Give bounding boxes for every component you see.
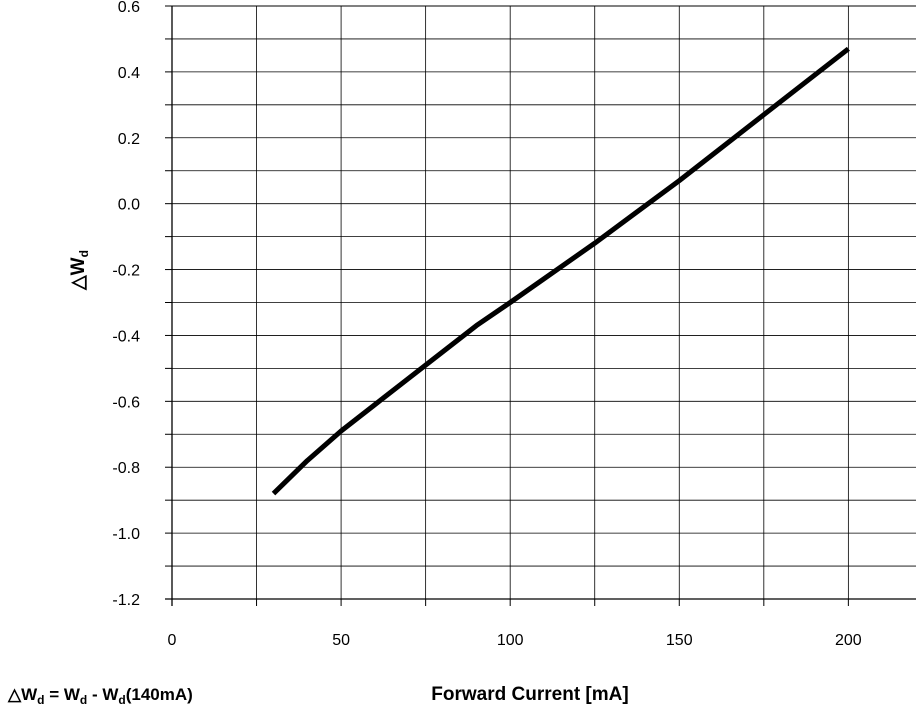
series-line <box>271 46 850 496</box>
tick-labels: 0 50 100 150 200 0.6 0.4 0.2 0.0 -0.2 -0.4 -0.6 -0.8… <box>112 0 861 649</box>
y-tick-label: 0.0 <box>118 197 140 214</box>
grid <box>172 5 916 599</box>
note-text: = W <box>44 685 80 704</box>
note-text: (140mA) <box>126 685 193 704</box>
y-axis-subscript: d <box>77 250 91 257</box>
y-tick-label: -0.8 <box>112 460 140 477</box>
difference-formula-note: △Wd = Wd - Wd(140mA) <box>7 685 193 707</box>
note-subscript: d <box>80 693 87 707</box>
note-text: - W <box>87 685 119 704</box>
axes <box>165 5 916 606</box>
y-tick-label: 0.6 <box>118 0 140 16</box>
series-layer <box>271 46 850 496</box>
x-tick-label: 0 <box>168 632 177 649</box>
y-tick-label: -1.2 <box>112 592 140 609</box>
y-tick-label: -0.2 <box>112 263 140 280</box>
y-tick-label: -0.4 <box>112 328 140 345</box>
x-tick-label: 100 <box>497 632 524 649</box>
y-tick-label: -1.0 <box>112 526 140 543</box>
note-subscript: d <box>37 693 44 707</box>
y-axis-symbol: △W <box>68 257 89 291</box>
x-tick-label: 200 <box>835 632 862 649</box>
note-subscript: d <box>118 693 125 707</box>
note-text: △W <box>7 685 38 704</box>
y-tick-label: 0.4 <box>118 65 140 82</box>
y-axis-title: △Wd <box>68 250 91 291</box>
y-tick-label: -0.6 <box>112 394 140 411</box>
x-axis-title: Forward Current [mA] <box>431 684 628 705</box>
x-tick-label: 150 <box>666 632 693 649</box>
y-tick-label: 0.2 <box>118 131 140 148</box>
x-tick-label: 50 <box>332 632 350 649</box>
